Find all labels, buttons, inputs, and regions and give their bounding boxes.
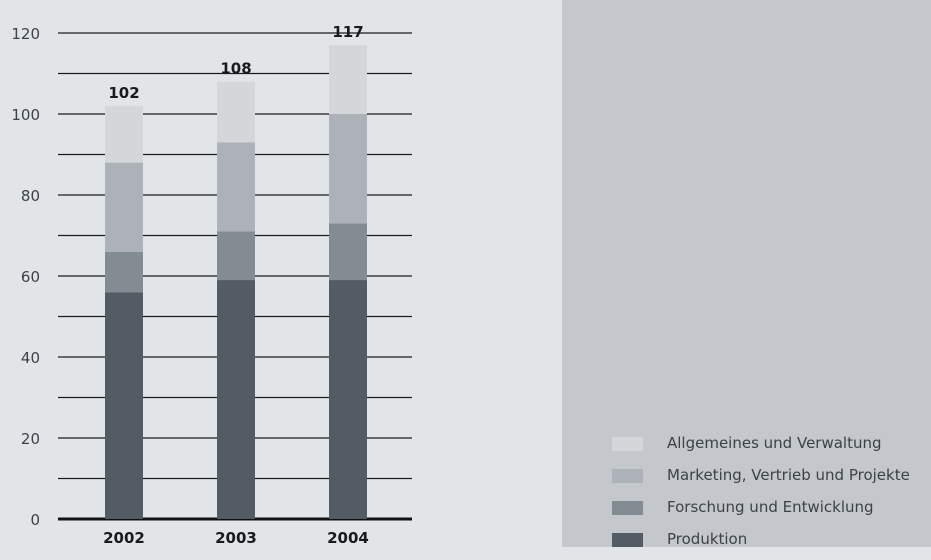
legend-label: Allgemeines und Verwaltung <box>667 434 882 452</box>
bar-segment <box>329 280 367 519</box>
y-tick-label: 0 <box>30 511 40 529</box>
bars <box>105 45 367 519</box>
x-tick-label: 2003 <box>215 529 257 547</box>
chart-area: 0 20 40 60 80 100 120 102 108 117 2002 2003 2004 <box>11 23 412 547</box>
bar-segment <box>329 114 367 224</box>
legend-label: Marketing, Vertrieb und Projekte <box>667 466 910 484</box>
y-tick-label: 120 <box>11 25 40 43</box>
legend-swatch <box>612 437 643 451</box>
y-tick-label: 40 <box>21 349 40 367</box>
bar-segment <box>105 105 143 163</box>
y-tick-label: 100 <box>11 106 40 124</box>
y-axis-tick-labels: 0 20 40 60 80 100 120 <box>11 25 40 529</box>
legend-panel: Allgemeines und Verwaltung Marketing, Ve… <box>562 0 931 548</box>
legend-swatch <box>612 501 643 515</box>
bar-segment <box>105 251 143 293</box>
bar-total-label: 102 <box>108 84 139 102</box>
legend-label: Forschung und Entwicklung <box>667 498 874 516</box>
y-tick-label: 60 <box>21 268 40 286</box>
bar-segment <box>217 142 255 232</box>
bar-segment <box>217 280 255 519</box>
bar-segment <box>217 81 255 143</box>
y-tick-label: 80 <box>21 187 40 205</box>
legend-swatch <box>612 469 643 483</box>
x-tick-label: 2004 <box>327 529 369 547</box>
bar-segment <box>329 223 367 281</box>
bar-total-label: 117 <box>332 23 363 41</box>
stacked-bar-chart: 0 20 40 60 80 100 120 102 108 117 2002 2003 2004 <box>11 23 412 547</box>
total-labels: 102 108 117 <box>108 23 363 102</box>
bar-total-label: 108 <box>220 60 251 78</box>
legend-label: Produktion <box>667 530 748 548</box>
legend-swatch <box>612 533 643 547</box>
bar-segment <box>105 292 143 519</box>
x-tick-label: 2002 <box>103 529 145 547</box>
bar-segment <box>217 231 255 281</box>
y-tick-label: 20 <box>21 430 40 448</box>
bar-segment <box>105 162 143 252</box>
x-axis-tick-labels: 2002 2003 2004 <box>103 529 369 547</box>
bar-segment <box>329 45 367 114</box>
